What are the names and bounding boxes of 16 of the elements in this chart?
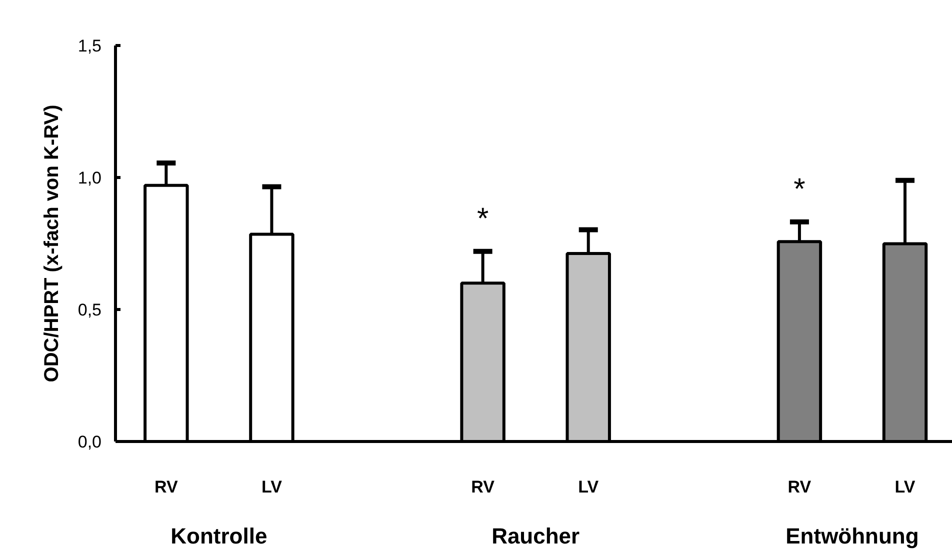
text: Kontrolle xyxy=(170,524,268,548)
text: Raucher xyxy=(492,524,580,548)
y-tick-label: 0,0 xyxy=(78,432,102,452)
x-tick-label: RV xyxy=(471,478,496,496)
y-tick-label: 1,5 xyxy=(78,36,102,56)
text: Entwöhnung xyxy=(786,524,919,548)
x-tick-label: LV xyxy=(894,478,916,496)
x-tick-label: RV xyxy=(788,478,812,496)
annotation: * xyxy=(794,172,806,206)
x-tick-label: RV xyxy=(154,478,178,496)
y-axis-title: ODC/HPRT (x-fach von K-RV) xyxy=(40,104,63,382)
x-tick-label: LV xyxy=(578,478,600,496)
y-tick-label: 0,5 xyxy=(78,300,102,320)
y-tick-label: 1,0 xyxy=(78,168,102,188)
x-tick-label: LV xyxy=(261,478,283,496)
annotation: * xyxy=(476,202,489,236)
